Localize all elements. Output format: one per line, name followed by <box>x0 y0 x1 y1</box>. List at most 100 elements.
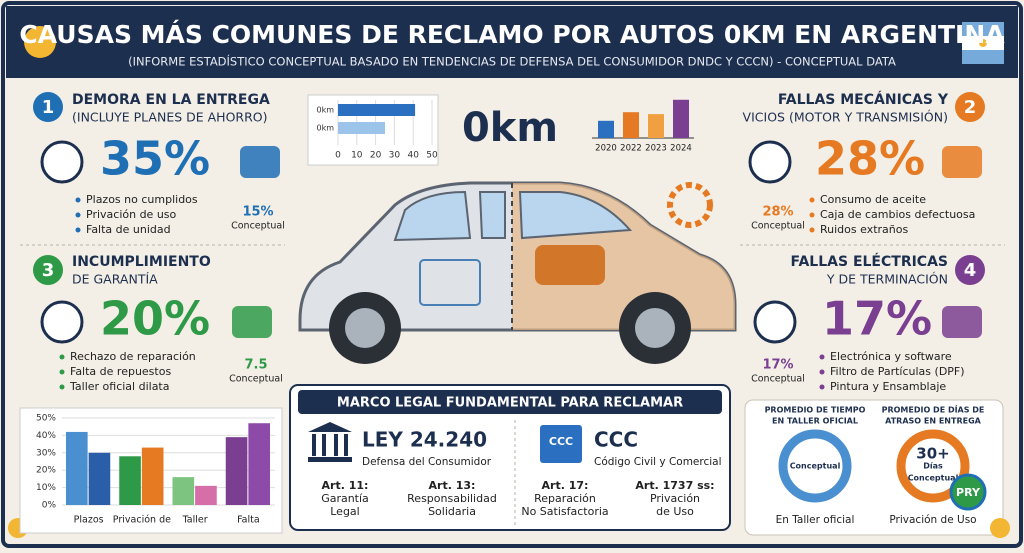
article-text: Privación <box>650 492 700 505</box>
y-tick-label: 0% <box>42 501 57 511</box>
section-percent: 35% <box>100 132 210 186</box>
bar <box>598 120 614 138</box>
sun-icon <box>990 518 1010 538</box>
section-icon <box>40 300 84 344</box>
bullet-text: Consumo de aceite <box>820 193 926 206</box>
section-icon <box>748 140 792 184</box>
bullet-text: Caja de cambios defectuosa <box>820 208 975 221</box>
car-illustration <box>298 181 737 364</box>
gauge-center: Conceptual <box>790 462 841 471</box>
law-name: CCC <box>594 428 638 452</box>
article-text: Art. 17: <box>542 479 589 492</box>
x-tick-label: 50 <box>426 151 438 161</box>
bar <box>338 104 416 116</box>
gauge-ring <box>896 429 970 503</box>
subtitle: (INFORME ESTADÍSTICO CONCEPTUAL BASADO E… <box>128 54 896 69</box>
bullet-text: Plazos no cumplidos <box>86 193 198 206</box>
gauge-center: Conceptual <box>908 474 959 483</box>
gauge-title: EN TALLER OFICIAL <box>772 417 858 426</box>
article-text: No Satisfactoria <box>521 505 608 518</box>
gauge-center: Días <box>923 462 943 471</box>
bullet-dot <box>59 354 65 360</box>
bullet-dot <box>819 384 825 390</box>
bullet-text: Rechazo de reparación <box>70 350 196 363</box>
section-icon <box>942 306 982 338</box>
flag-icon <box>962 22 1004 64</box>
bullet-dot <box>59 384 65 390</box>
badge-label: PRY <box>956 486 981 499</box>
section-title: INCUMPLIMIENTO <box>72 254 211 270</box>
article-text: Legal <box>330 505 359 518</box>
gauge-ring <box>778 429 852 503</box>
y-tick-label: 10% <box>36 483 56 493</box>
side-value: 28% <box>762 205 793 220</box>
section-icon <box>232 306 272 338</box>
x-tick-label: 0 <box>335 151 341 161</box>
gauge-title: ATRASO EN ENTREGA <box>885 417 981 426</box>
section-icon <box>753 300 797 344</box>
section-number: 1 <box>42 97 55 118</box>
bullet-text: Filtro de Partículas (DPF) <box>830 365 965 378</box>
section-subtitle: Y DE TERMINACIÓN <box>826 272 948 287</box>
article-text: Art. 13: <box>429 479 476 492</box>
legal-box <box>289 384 731 531</box>
bar <box>623 112 639 138</box>
x-tick-label: 20 <box>370 151 382 161</box>
x-tick-label: 40 <box>407 151 419 161</box>
bullet-dot <box>75 197 81 203</box>
court-icon <box>308 422 352 462</box>
side-label: Conceptual <box>751 374 805 385</box>
x-tick-label: Privación de <box>113 515 171 526</box>
article-text: Solidaria <box>428 505 476 518</box>
bullet-text: Falta de repuestos <box>70 365 171 378</box>
article-text: Garantía <box>321 492 369 505</box>
bullet-dot <box>809 212 815 218</box>
section-subtitle: (INCLUYE PLANES DE AHORRO) <box>72 110 268 125</box>
section-icon <box>40 140 84 184</box>
section-number-badge <box>33 92 63 122</box>
side-label: Conceptual <box>231 221 285 232</box>
x-tick-label: 10 <box>351 151 363 161</box>
y-tick-label: 30% <box>36 448 56 458</box>
law-description: Defensa del Consumidor <box>362 456 492 468</box>
section-number-badge <box>955 255 985 285</box>
center-label: 0km <box>462 105 558 151</box>
section-number: 2 <box>964 97 977 118</box>
section-number-badge <box>33 255 63 285</box>
article-text: Art. 11: <box>322 479 369 492</box>
code-book-label: CCC <box>549 435 573 448</box>
x-tick-label: 30 <box>389 151 401 161</box>
section-number: 4 <box>964 260 977 281</box>
law-description: Código Civil y Comercial <box>594 456 722 468</box>
section-percent: 20% <box>100 292 210 346</box>
section-title: FALLAS MECÁNICAS Y <box>778 91 949 108</box>
bullet-text: Taller oficial dilata <box>69 380 169 393</box>
gauge-caption: Privación de Uso <box>889 514 976 526</box>
x-tick-label: 2020 <box>595 144 617 154</box>
side-label: Conceptual <box>229 374 283 385</box>
x-tick-label: 2024 <box>670 144 692 154</box>
article-text: de Uso <box>656 505 694 518</box>
y-tick-label: 0km <box>316 106 334 115</box>
bullet-dot <box>75 227 81 233</box>
bar <box>225 437 248 505</box>
code-book-icon <box>540 425 582 463</box>
gauge-title: PROMEDIO DE DÍAS DE <box>882 404 985 415</box>
section-percent: 28% <box>815 132 925 186</box>
y-tick-label: 50% <box>36 414 56 424</box>
article-text: Responsabilidad <box>407 492 497 505</box>
section-icon <box>942 146 982 178</box>
side-value: 17% <box>762 358 793 373</box>
y-tick-label: 40% <box>36 431 56 441</box>
bullet-dot <box>819 354 825 360</box>
gauge-title: PROMEDIO DE TIEMPO <box>765 406 866 415</box>
legal-title: MARCO LEGAL FUNDAMENTAL PARA RECLAMAR <box>337 396 683 411</box>
article-text: Art. 1737 ss: <box>635 479 714 492</box>
section-title: FALLAS ELÉCTRICAS <box>791 253 948 270</box>
bullet-text: Electrónica y software <box>830 350 952 363</box>
section-icon <box>240 146 280 178</box>
bullet-dot <box>75 212 81 218</box>
section-title: DEMORA EN LA ENTREGA <box>72 92 270 108</box>
gauge-caption: En Taller oficial <box>776 514 855 526</box>
